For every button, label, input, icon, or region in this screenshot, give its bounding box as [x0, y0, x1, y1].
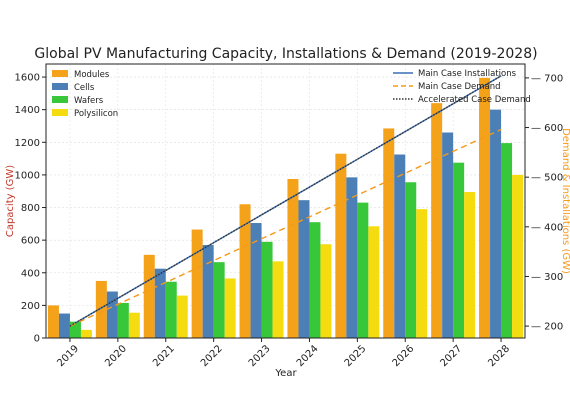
bar-polysilicon-2026 — [416, 209, 428, 338]
y-tick-label: 400 — [21, 268, 40, 279]
legend-label-modules: Modules — [74, 70, 110, 80]
bar-modules-2025 — [335, 153, 347, 338]
bar-polysilicon-2023 — [272, 261, 284, 338]
y-axis-label: Capacity (GW) — [5, 165, 16, 237]
bar-wafers-2026 — [405, 182, 417, 338]
x-tick-label: 2028 — [486, 343, 512, 369]
bar-modules-2022 — [191, 229, 203, 338]
x-tick-label: 2027 — [438, 343, 464, 369]
chart-title: Global PV Manufacturing Capacity, Instal… — [34, 46, 537, 62]
bar-cells-2027 — [442, 132, 454, 338]
bar-modules-2019 — [47, 305, 59, 338]
x-tick-label: 2025 — [343, 343, 369, 369]
x-tick-label: 2026 — [391, 343, 417, 369]
bar-wafers-2028 — [501, 143, 513, 338]
bar-polysilicon-2020 — [128, 312, 140, 338]
bar-cells-2022 — [202, 245, 214, 338]
bar-wafers-2023 — [261, 241, 273, 338]
bar-polysilicon-2022 — [224, 278, 236, 338]
line-accelerated-case-demand — [69, 75, 502, 327]
bars — [47, 77, 524, 339]
legend-label-polysilicon: Polysilicon — [74, 109, 118, 119]
legend-bars: Modules Cells Wafers Polysilicon — [52, 70, 118, 119]
bar-modules-2023 — [239, 204, 251, 338]
y2-axis-label: Demand & Installations (GW) — [560, 128, 570, 274]
bar-cells-2019 — [58, 313, 70, 338]
x-tick-label: 2022 — [199, 343, 225, 369]
bar-wafers-2025 — [357, 202, 369, 338]
bar-polysilicon-2024 — [320, 244, 332, 338]
x-tick-label: 2021 — [151, 343, 177, 369]
legend-label-accelerated-case-demand: Accelerated Case Demand — [418, 95, 531, 105]
bar-modules-2021 — [143, 254, 155, 338]
legend-label-cells: Cells — [74, 83, 95, 93]
x-axis-label: Year — [274, 368, 297, 379]
y-tick-label: 1600 — [15, 73, 40, 84]
legend-label-main-case-installations: Main Case Installations — [418, 69, 517, 79]
bar-modules-2024 — [287, 178, 299, 338]
bar-cells-2024 — [298, 200, 310, 338]
x-tick-label: 2020 — [103, 343, 129, 369]
y2-tick-label: — 300 — [531, 272, 563, 283]
bar-wafers-2024 — [309, 222, 321, 338]
y-tick-label: 200 — [21, 301, 40, 312]
legend-swatch-cells — [52, 83, 68, 90]
y2-tick-label: — 200 — [531, 322, 563, 333]
y-tick-label: 1200 — [15, 138, 40, 149]
y2-tick-label: — 600 — [531, 123, 563, 134]
legend-label-main-case-demand: Main Case Demand — [418, 82, 501, 92]
bar-polysilicon-2019 — [80, 329, 92, 338]
bar-modules-2026 — [383, 128, 395, 338]
x-tick-label: 2024 — [295, 343, 321, 369]
bar-wafers-2022 — [213, 262, 225, 338]
legend-swatch-polysilicon — [52, 109, 68, 116]
bar-polysilicon-2021 — [176, 295, 188, 338]
y2-tick-label: — 400 — [531, 222, 563, 233]
legend-swatch-modules — [52, 70, 68, 77]
bar-wafers-2019 — [69, 321, 81, 338]
legend-lines: Main Case Installations Main Case Demand A… — [393, 69, 531, 105]
bar-wafers-2021 — [165, 281, 177, 338]
plot-frame — [45, 63, 526, 339]
bar-cells-2025 — [346, 177, 358, 338]
bar-wafers-2020 — [117, 302, 129, 338]
y-tick-label: 1000 — [15, 170, 40, 181]
y2-tick-label: — 500 — [531, 173, 563, 184]
y-tick-label: 0 — [34, 334, 40, 345]
y-tick-label: 600 — [21, 236, 40, 247]
y-tick-label: 1400 — [15, 105, 40, 116]
lines — [69, 75, 502, 327]
legend-label-wafers: Wafers — [74, 96, 104, 106]
y2-tick-label: — 700 — [531, 73, 563, 84]
bar-polysilicon-2027 — [464, 192, 476, 338]
bar-cells-2020 — [106, 291, 118, 338]
bar-cells-2026 — [394, 154, 406, 338]
bar-polysilicon-2025 — [368, 226, 380, 338]
x-tick-label: 2019 — [55, 343, 81, 369]
bar-cells-2021 — [154, 268, 166, 338]
line-main-case-demand — [69, 128, 502, 327]
x-tick-label: 2023 — [247, 343, 273, 369]
y-tick-label: 800 — [21, 203, 40, 214]
bar-cells-2023 — [250, 223, 262, 338]
bar-modules-2020 — [95, 280, 107, 338]
bar-polysilicon-2028 — [512, 174, 524, 338]
bar-modules-2027 — [431, 103, 443, 339]
bar-modules-2028 — [479, 77, 491, 338]
bar-cells-2028 — [490, 109, 502, 339]
legend-swatch-wafers — [52, 96, 68, 103]
bar-wafers-2027 — [453, 162, 465, 338]
